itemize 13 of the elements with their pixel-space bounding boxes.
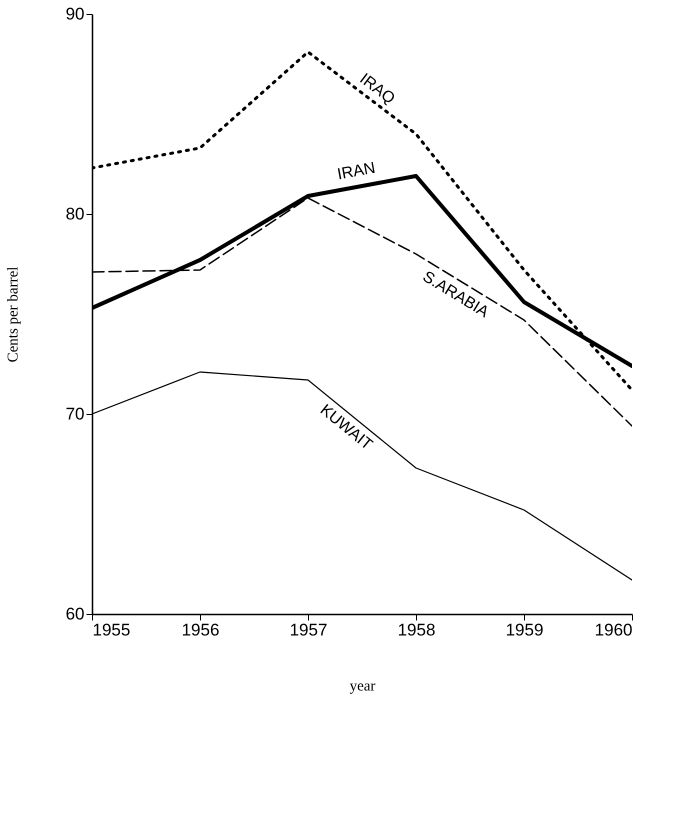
x-tick-label: 1955: [92, 620, 130, 640]
x-tick-label: 1956: [182, 620, 220, 640]
x-tick-label: 1959: [506, 620, 544, 640]
y-axis-title: Cents per barrel: [6, 266, 22, 362]
text: IRAN: [336, 160, 377, 184]
y-tick-label: 70: [66, 404, 84, 424]
y-tick-label: 90: [66, 4, 84, 24]
x-axis-title: year: [350, 678, 376, 694]
y-tick-label: 80: [66, 204, 84, 224]
x-tick-label: 1960: [594, 620, 632, 640]
y-tick-label: 60: [66, 604, 84, 624]
x-tick-label: 1957: [290, 620, 328, 640]
x-tick-label: 1958: [398, 620, 436, 640]
